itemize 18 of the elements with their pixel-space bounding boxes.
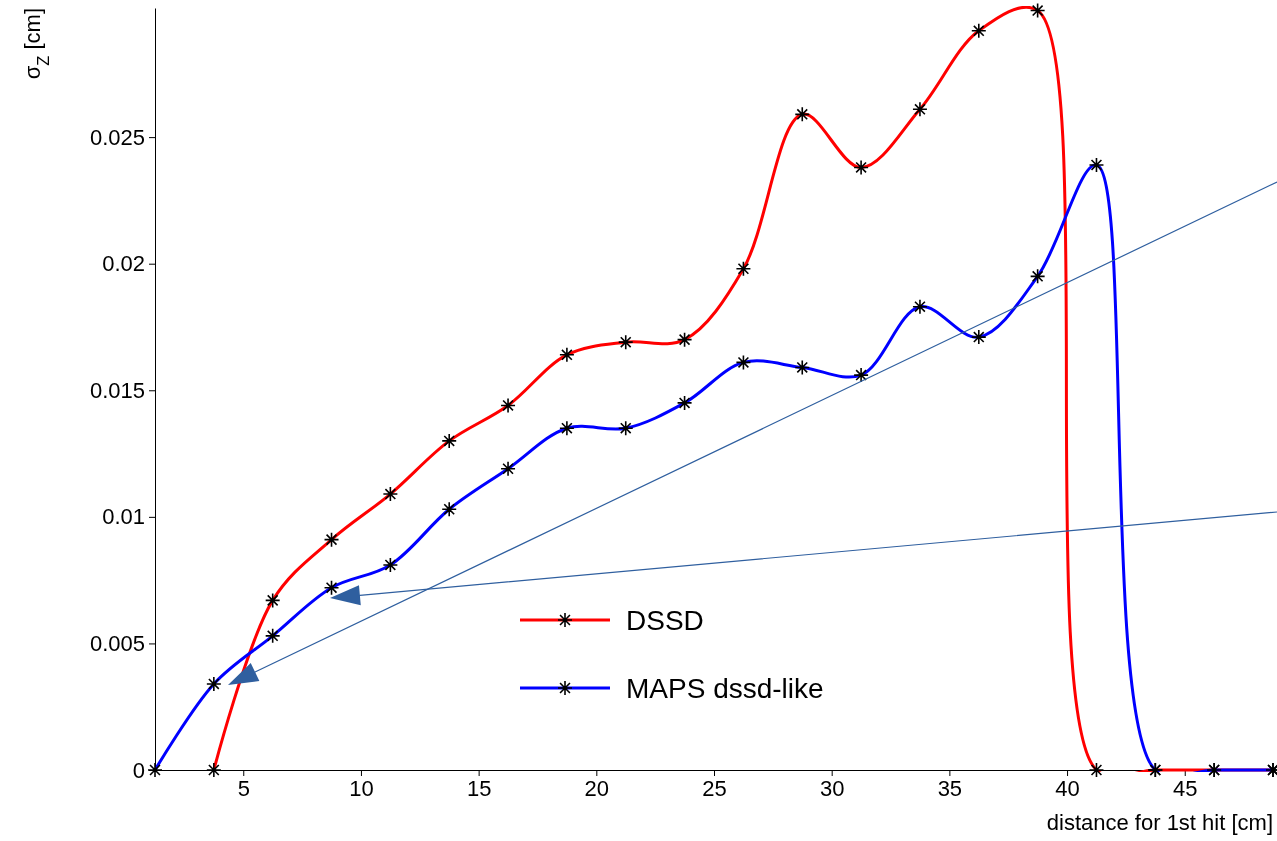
x-tick-label: 5 bbox=[237, 775, 250, 801]
x-tick-label: 10 bbox=[349, 775, 374, 801]
x-tick-label: 25 bbox=[702, 775, 727, 801]
y-tick-label: 0.005 bbox=[89, 630, 145, 656]
x-tick-label: 45 bbox=[1172, 775, 1198, 801]
x-tick-label: 30 bbox=[819, 775, 845, 801]
y-tick-label: 0.015 bbox=[89, 377, 145, 403]
y-tick-label: 0.02 bbox=[102, 251, 145, 277]
legend-label: DSSD bbox=[626, 604, 704, 636]
legend-label: MAPS dssd-like bbox=[626, 672, 824, 704]
y-tick-label: 0.025 bbox=[89, 124, 145, 150]
y-tick-label: 0 bbox=[132, 757, 145, 783]
y-tick-label: 0.01 bbox=[102, 504, 145, 530]
x-axis-title: distance for 1st hit [cm] bbox=[1046, 810, 1273, 835]
x-tick-label: 40 bbox=[1055, 775, 1080, 801]
x-tick-label: 15 bbox=[466, 775, 492, 801]
x-tick-label: 35 bbox=[937, 775, 963, 801]
x-tick-label: 20 bbox=[584, 775, 610, 801]
